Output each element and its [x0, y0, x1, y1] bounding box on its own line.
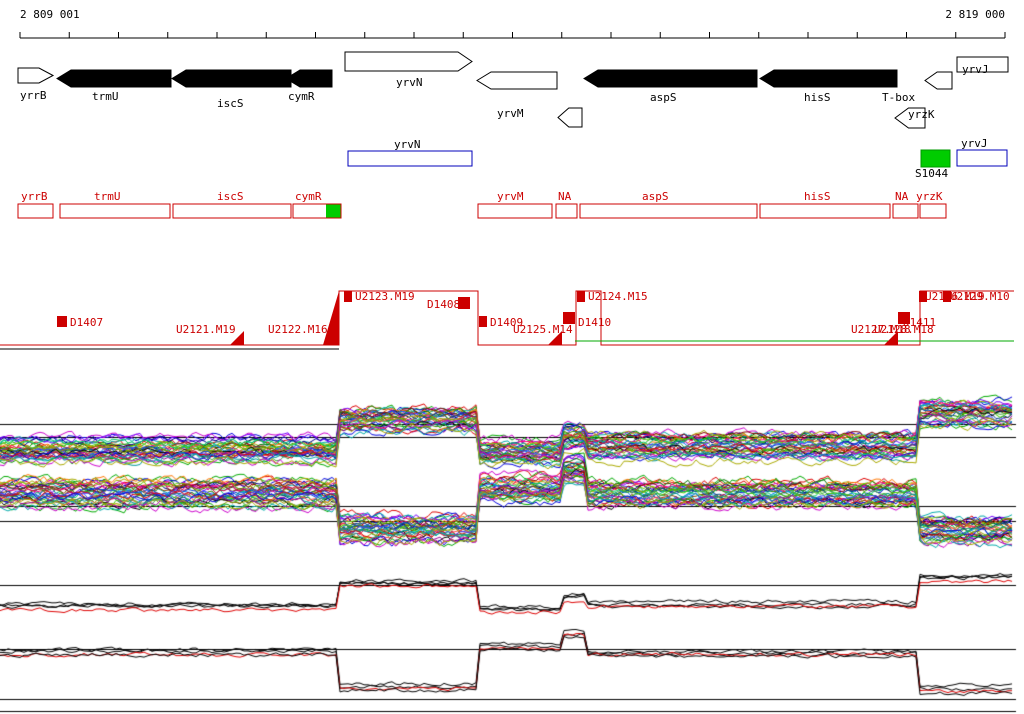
segment-marker: [898, 312, 910, 324]
segment-ramp-marker: [230, 331, 244, 345]
annotation-box-cymR[interactable]: [292, 203, 342, 219]
gene-arrow-trmU[interactable]: [56, 69, 172, 88]
segment-ramp-marker: [884, 331, 898, 345]
segment-label-D1411[interactable]: D1411: [903, 316, 936, 329]
annotation-label-NA: NA: [895, 190, 909, 203]
ruler-end-coordinate: 2 819 000: [945, 8, 1005, 21]
segment-marker: [577, 291, 585, 302]
segment-label-D1410[interactable]: D1410: [578, 316, 611, 329]
gene-label-yrrB: yrrB: [20, 89, 47, 102]
segment-marker: [57, 316, 67, 327]
annotation-label-trmU: trmU: [94, 190, 121, 203]
annotation-label-cymR: cymR: [295, 190, 322, 203]
annotation-highlight-cymR: [326, 204, 341, 218]
transcript-box-yrvN-transcript[interactable]: [347, 150, 473, 167]
segment-label-U2121.M19[interactable]: U2121.M19: [176, 323, 236, 336]
gene-label-hisS: hisS: [804, 91, 831, 104]
segment-marker: [344, 291, 352, 302]
segment-label-U2123.M19[interactable]: U2123.M19: [355, 290, 415, 303]
gene-arrow-yrvN[interactable]: [344, 51, 473, 72]
transcript-label-yrvJ-transcript: yrvJ: [961, 137, 988, 150]
annotation-box-hisS[interactable]: [759, 203, 891, 219]
segment-marker: [919, 291, 927, 302]
gene-arrow-unnamed-feature[interactable]: [557, 107, 583, 128]
segment-label-D1407[interactable]: D1407: [70, 316, 103, 329]
gene-arrow-cymR[interactable]: [285, 69, 333, 88]
annotation-label-iscS: iscS: [217, 190, 244, 203]
gene-context-label: T-box: [882, 91, 915, 104]
annotation-label-yrrB: yrrB: [21, 190, 48, 203]
gene-label-yrvJ: yrvJ: [962, 63, 989, 76]
feature-box-S1044[interactable]: [920, 149, 951, 168]
gene-arrow-yrrB[interactable]: [17, 67, 55, 84]
gene-arrow-hisS[interactable]: [759, 69, 898, 88]
annotation-box-iscS[interactable]: [172, 203, 292, 219]
annotation-label-yrzK: yrzK: [916, 190, 943, 203]
annotation-box-yrrB[interactable]: [17, 203, 54, 219]
annotation-label-aspS: aspS: [642, 190, 669, 203]
gene-label-yrvN: yrvN: [396, 76, 423, 89]
transcript-box-yrvJ-transcript[interactable]: [956, 149, 1008, 167]
gene-label-yrvM: yrvM: [497, 107, 524, 120]
segment-label-D1409[interactable]: D1409: [490, 316, 523, 329]
segment-marker: [458, 297, 470, 309]
segment-label-U2127.M18[interactable]: U2127.M18: [851, 323, 911, 336]
segment-label-U2126.M19[interactable]: U2126.M19: [925, 290, 985, 303]
gene-label-trmU: trmU: [92, 90, 119, 103]
segment-ramp-marker: [323, 291, 339, 345]
annotation-label-NA: NA: [558, 190, 572, 203]
gene-label-yrzK: yrzK: [908, 108, 935, 121]
segment-marker: [943, 291, 951, 302]
gene-arrow-yrvJ-arrow[interactable]: [924, 71, 953, 90]
gene-label-cymR: cymR: [288, 90, 315, 103]
segment-label-U2125.M14[interactable]: U2125.M14: [513, 323, 573, 336]
ruler-start-coordinate: 2 809 001: [20, 8, 80, 21]
segment-label-U2122.M16[interactable]: U2122.M16: [268, 323, 328, 336]
annotation-label-yrvM: yrvM: [497, 190, 524, 203]
annotation-box-yrvM[interactable]: [477, 203, 553, 219]
gene-label-iscS: iscS: [217, 97, 244, 110]
annotation-box-NA[interactable]: [892, 203, 919, 219]
annotation-box-aspS[interactable]: [579, 203, 758, 219]
gene-box-yrvJ[interactable]: [956, 56, 1009, 73]
gene-arrow-yrzK[interactable]: [894, 107, 926, 129]
annotation-label-hisS: hisS: [804, 190, 831, 203]
segment-label-D1408[interactable]: D1408: [427, 298, 460, 311]
gene-arrow-iscS[interactable]: [171, 69, 292, 88]
segment-marker: [479, 316, 487, 327]
gene-label-aspS: aspS: [650, 91, 677, 104]
segment-marker: [563, 312, 575, 324]
annotation-box-yrzK[interactable]: [919, 203, 947, 219]
gene-arrow-yrvM[interactable]: [476, 71, 558, 90]
transcript-label-yrvN-transcript: yrvN: [394, 138, 421, 151]
annotation-box-trmU[interactable]: [59, 203, 171, 219]
gene-arrow-aspS[interactable]: [583, 69, 758, 88]
feature-label-S1044: S1044: [915, 167, 948, 180]
segment-label-U2129.M10[interactable]: U2129.M10: [950, 290, 1010, 303]
segment-label-U2124.M15[interactable]: U2124.M15: [588, 290, 648, 303]
annotation-box-NA[interactable]: [555, 203, 578, 219]
segment-label-U2128.M18[interactable]: U2128.M18: [874, 323, 934, 336]
segment-ramp-marker: [548, 331, 562, 345]
